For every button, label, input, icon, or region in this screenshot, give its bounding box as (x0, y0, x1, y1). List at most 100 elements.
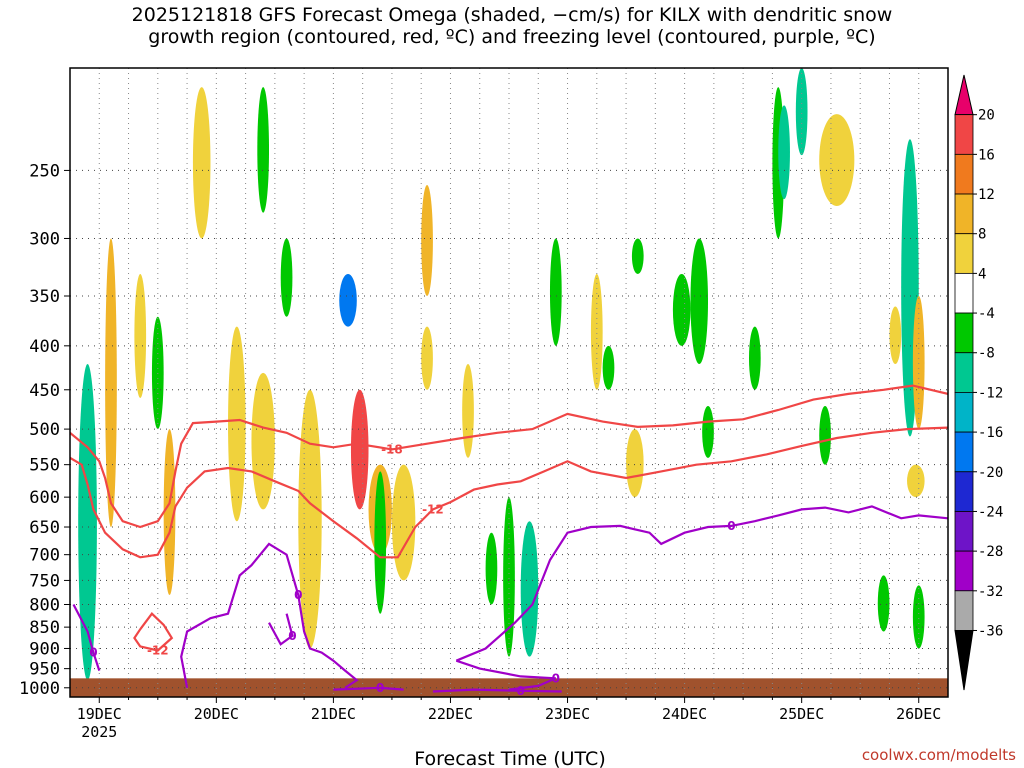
colorbar-bottom-arrow (954, 629, 974, 691)
freezing-contour (180, 542, 359, 689)
y-tick-label: 250 (29, 161, 60, 181)
colorbar-bin (954, 233, 974, 274)
omega-region (421, 326, 433, 390)
colorbar-label: 12 (978, 187, 995, 203)
plot-area: -18 -12 -12 0 0 0 0 0 0 0 (70, 68, 948, 698)
freezing-contour-label: 0 (727, 519, 735, 533)
omega-region (391, 464, 416, 581)
omega-region (690, 238, 709, 365)
y-tick-label: 1000 (19, 679, 60, 699)
omega-region (350, 389, 369, 510)
y-tick-label: 550 (29, 456, 60, 476)
omega-region (228, 326, 246, 522)
omega-region (602, 345, 615, 390)
omega-region (889, 306, 902, 365)
y-tick-label: 300 (29, 229, 60, 249)
y-tick-label: 600 (29, 488, 60, 508)
colorbar: 20 16 12 8 4 -4 -8 -12 -16 -20 -24 -28 -32 -36 (954, 74, 1003, 691)
x-tick-label: 24DEC (662, 705, 707, 723)
colorbar-label: -28 (978, 544, 1003, 560)
omega-region (105, 238, 117, 528)
title-line-2: growth region (contoured, red, ºC) and f… (148, 26, 876, 48)
omega-region (907, 464, 925, 498)
colorbar-bin (954, 272, 974, 314)
omega-region (631, 238, 644, 275)
omega-region (374, 471, 387, 614)
omega-region (912, 585, 925, 649)
x-tick-label: 22DEC (428, 705, 473, 723)
omega-region (421, 185, 433, 296)
freezing-contour-label: 0 (552, 671, 560, 685)
freezing-contour-label: 0 (288, 629, 296, 643)
freezing-contour-label: 0 (517, 684, 525, 698)
y-tick-label: 950 (29, 660, 60, 680)
colorbar-label: -24 (978, 504, 1003, 520)
colorbar-top-arrow (954, 74, 974, 116)
colorbar-bin (954, 153, 974, 195)
y-tick-label: 800 (29, 596, 60, 616)
colorbar-label: -8 (978, 346, 995, 362)
freezing-contour (268, 613, 294, 646)
omega-region (912, 295, 925, 430)
plot-inner: -18 -12 -12 0 0 0 0 0 0 0 (70, 68, 948, 698)
colorbar-bin (954, 392, 974, 433)
omega-region (339, 274, 357, 327)
y-tick-label: 700 (29, 546, 60, 566)
colorbar-bin (954, 590, 974, 631)
dendritic-contour (70, 384, 948, 529)
dendritic-contour (133, 612, 174, 652)
omega-region (298, 389, 322, 649)
omega-region (280, 238, 293, 317)
colorbar-label: 16 (978, 147, 995, 163)
y-tick-label: 900 (29, 639, 60, 659)
y-tick-label: 650 (29, 518, 60, 538)
omega-region (503, 497, 515, 657)
omega-region (626, 429, 644, 498)
colorbar-label: 20 (978, 108, 995, 124)
omega-region (819, 114, 855, 206)
title-line-1: 2025121818 GFS Forecast Omega (shaded, −… (131, 4, 893, 26)
colorbar-bin (954, 511, 974, 552)
colorbar-bin (954, 193, 974, 235)
colorbar-bin (954, 312, 974, 354)
freezing-contour (72, 603, 101, 671)
omega-region (163, 429, 176, 596)
colorbar-label: -36 (978, 623, 1003, 639)
freezing-contour-label: 0 (89, 646, 97, 660)
colorbar-bin (954, 471, 974, 512)
freezing-contour (432, 688, 562, 693)
freezing-contour (333, 686, 404, 691)
omega-region (81, 170, 97, 346)
freezing-contour (455, 505, 948, 662)
colorbar-bin (954, 114, 974, 155)
colorbar-bin (954, 550, 974, 592)
y-tick-label: 400 (29, 337, 60, 357)
omega-region (520, 521, 539, 657)
omega-region (257, 87, 270, 213)
x-axis-title: Forecast Time (UTC) (414, 748, 605, 768)
omega-region (462, 364, 474, 458)
y-tick-label: 350 (29, 287, 60, 307)
omega-region (192, 87, 211, 239)
x-tick-label: 26DEC (896, 705, 941, 723)
dendritic-contour-label: -12 (422, 502, 444, 516)
x-tick-sublabel: 2025 (81, 723, 117, 741)
x-tick-label: 20DEC (194, 705, 239, 723)
x-tick-label: 19DEC (77, 705, 122, 723)
chart-title: 2025121818 GFS Forecast Omega (shaded, −… (0, 4, 1024, 48)
omega-region (748, 326, 761, 390)
dendritic-contour (70, 426, 948, 559)
freezing-contour (455, 659, 557, 691)
omega-region (702, 406, 714, 458)
omega-region (590, 274, 603, 390)
omega-region (672, 274, 691, 346)
y-tick-label: 450 (29, 381, 60, 401)
colorbar-bin (954, 352, 974, 393)
omega-region (251, 372, 275, 510)
x-tick-label: 21DEC (311, 705, 356, 723)
omega-region (134, 274, 147, 398)
colorbar-label: 4 (978, 266, 986, 282)
y-tick-label: 850 (29, 618, 60, 638)
colorbar-label: 8 (978, 227, 986, 243)
omega-region (795, 68, 808, 156)
